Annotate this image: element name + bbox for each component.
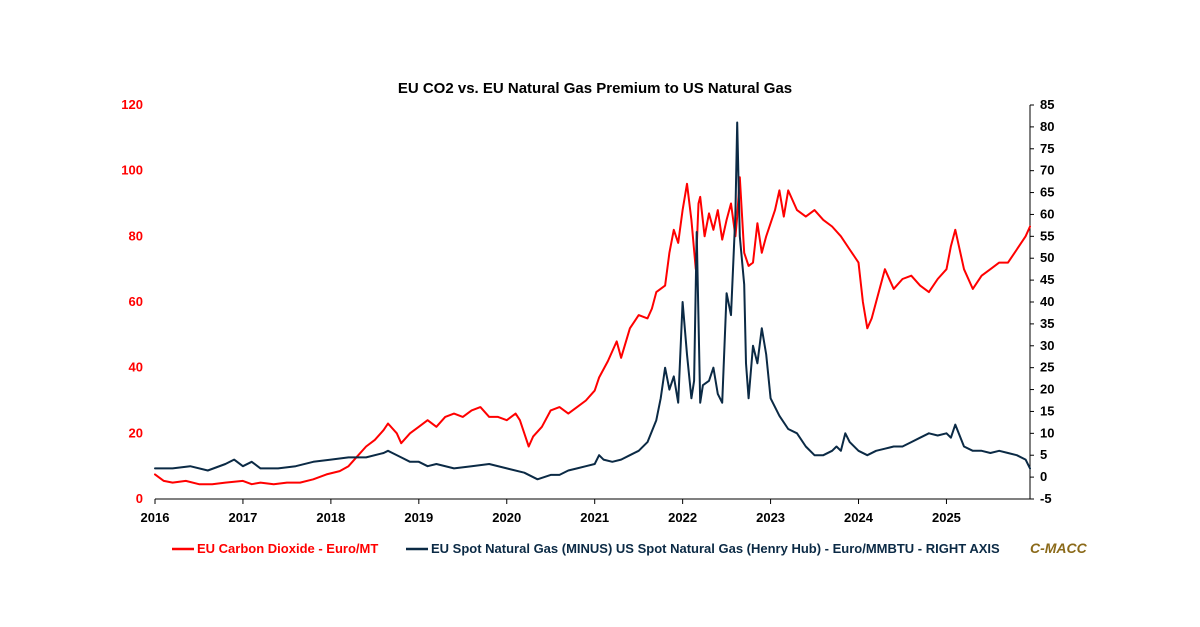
left-axis-ticks: 0 20 40 60 80 100 120 (121, 97, 143, 506)
left-tick-label: 0 (136, 491, 143, 506)
right-tick-label: -5 (1040, 491, 1052, 506)
series-line-co2 (154, 176, 1031, 486)
right-tick-label: 45 (1040, 272, 1054, 287)
x-tick-label: 2023 (756, 510, 785, 525)
left-tick-label: 20 (129, 425, 143, 440)
right-tick-label: 0 (1040, 469, 1047, 484)
x-tick-label: 2019 (404, 510, 433, 525)
series-line-gas-premium (154, 121, 1031, 481)
right-tick-label: 85 (1040, 97, 1054, 112)
right-tick-label: 70 (1040, 163, 1054, 178)
left-tick-label: 80 (129, 228, 143, 243)
x-tick-label: 2025 (932, 510, 961, 525)
right-tick-label: 20 (1040, 382, 1054, 397)
right-tick-label: 80 (1040, 119, 1054, 134)
x-tick-label: 2020 (492, 510, 521, 525)
right-tick-label: 75 (1040, 141, 1054, 156)
brand-watermark: C-MACC (1030, 540, 1088, 556)
right-tick-label: 30 (1040, 338, 1054, 353)
x-tick-label: 2021 (580, 510, 609, 525)
chart-title: EU CO2 vs. EU Natural Gas Premium to US … (398, 80, 792, 97)
x-tick-label: 2016 (141, 510, 170, 525)
x-tick-label: 2022 (668, 510, 697, 525)
right-tick-label: 60 (1040, 206, 1054, 221)
legend-label-co2: EU Carbon Dioxide - Euro/MT (197, 541, 378, 556)
x-tick-label: 2024 (844, 510, 874, 525)
legend-label-gas: EU Spot Natural Gas (MINUS) US Spot Natu… (431, 541, 1000, 556)
left-tick-label: 40 (129, 360, 143, 375)
right-tick-label: 5 (1040, 447, 1047, 462)
right-axis-ticks: -5 0 5 10 15 20 25 30 35 40 45 50 55 60 65 70 75 80 85 (1030, 97, 1054, 506)
right-tick-label: 40 (1040, 294, 1054, 309)
left-tick-label: 120 (121, 97, 143, 112)
right-tick-label: 65 (1040, 185, 1054, 200)
legend: EU Carbon Dioxide - Euro/MT EU Spot Natu… (172, 541, 1000, 556)
right-tick-label: 25 (1040, 360, 1054, 375)
x-tick-label: 2017 (228, 510, 257, 525)
left-tick-label: 100 (121, 163, 143, 178)
x-tick-label: 2018 (316, 510, 345, 525)
right-tick-label: 10 (1040, 425, 1054, 440)
x-axis-ticks: 2016 2017 2018 2019 2020 2021 2022 2023 2024 2025 (141, 499, 961, 525)
series-group (154, 121, 1031, 486)
right-tick-label: 55 (1040, 228, 1054, 243)
left-tick-label: 60 (129, 294, 143, 309)
right-tick-label: 35 (1040, 316, 1054, 331)
right-tick-label: 15 (1040, 403, 1054, 418)
right-tick-label: 50 (1040, 250, 1054, 265)
